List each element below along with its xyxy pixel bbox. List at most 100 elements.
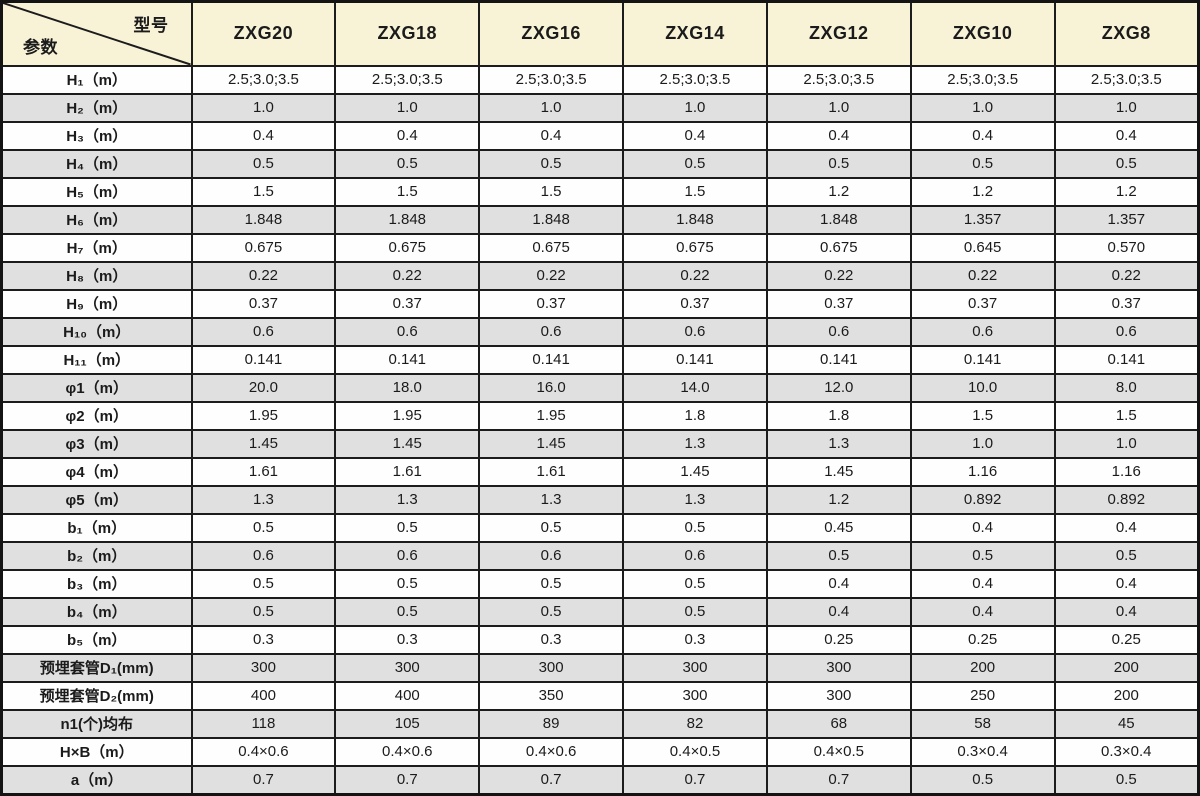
- cell-value: 1.3: [478, 484, 625, 515]
- cell-value: 1.2: [909, 176, 1056, 207]
- table-row: n1(个)均布 118 105 89 82 68 58 45: [0, 708, 1200, 739]
- cell-value: 12.0: [765, 372, 912, 403]
- cell-value: 0.141: [765, 344, 912, 375]
- cell-value: 0.6: [190, 316, 337, 347]
- cell-value: 0.22: [622, 260, 768, 291]
- cell-value: 2.5;3.0;3.5: [478, 64, 625, 95]
- cell-value: 20.0: [190, 372, 337, 403]
- table-row: H₁₀（m） 0.6 0.6 0.6 0.6 0.6 0.6 0.6: [0, 316, 1200, 347]
- cell-value: 1.3: [622, 428, 768, 459]
- cell-value: 0.6: [909, 316, 1056, 347]
- cell-value: 0.37: [909, 288, 1056, 319]
- cell-value: 1.95: [190, 400, 337, 431]
- table-row: φ5（m） 1.3 1.3 1.3 1.3 1.2 0.892 0.892: [0, 484, 1200, 515]
- cell-value: 1.0: [622, 92, 768, 123]
- table-header-row: 型号 参数 ZXG20 ZXG18 ZXG16 ZXG14 ZXG12 ZXG10 ZXG8: [0, 0, 1200, 67]
- cell-value: 0.4: [765, 596, 912, 627]
- cell-value: 0.4: [909, 512, 1056, 543]
- cell-value: 0.22: [1053, 260, 1200, 291]
- table-row: H×B（m） 0.4×0.6 0.4×0.6 0.4×0.6 0.4×0.5 0.4×0.…: [0, 736, 1200, 767]
- cell-value: 200: [1053, 680, 1200, 711]
- cell-value: 300: [622, 680, 768, 711]
- cell-value: 1.5: [1053, 400, 1200, 431]
- corner-label-model: 型号: [133, 16, 169, 35]
- cell-value: 0.675: [478, 232, 625, 263]
- table-row: H₆（m） 1.848 1.848 1.848 1.848 1.848 1.357 1.357: [0, 204, 1200, 235]
- cell-value: 300: [478, 652, 625, 683]
- cell-value: 0.3×0.4: [909, 736, 1056, 767]
- cell-value: 0.6: [334, 540, 481, 571]
- cell-value: 300: [765, 652, 912, 683]
- cell-value: 82: [622, 708, 768, 739]
- table-row: φ2（m） 1.95 1.95 1.95 1.8 1.8 1.5 1.5: [0, 400, 1200, 431]
- cell-value: 0.4: [765, 120, 912, 151]
- cell-value: 0.141: [478, 344, 625, 375]
- cell-value: 1.61: [478, 456, 625, 487]
- cell-value: 0.37: [478, 288, 625, 319]
- cell-value: 1.5: [909, 400, 1056, 431]
- table-row: H₈（m） 0.22 0.22 0.22 0.22 0.22 0.22 0.22: [0, 260, 1200, 291]
- cell-value: 0.675: [334, 232, 481, 263]
- cell-value: 400: [190, 680, 337, 711]
- cell-value: 0.6: [1053, 316, 1200, 347]
- cell-value: 0.3: [190, 624, 337, 655]
- cell-value: 0.4: [1053, 568, 1200, 599]
- cell-value: 1.61: [190, 456, 337, 487]
- cell-value: 1.0: [334, 92, 481, 123]
- cell-value: 0.7: [622, 764, 768, 795]
- cell-value: 0.675: [190, 232, 337, 263]
- cell-value: 300: [190, 652, 337, 683]
- cell-value: 0.5: [190, 568, 337, 599]
- cell-value: 118: [190, 708, 337, 739]
- cell-value: 1.45: [190, 428, 337, 459]
- cell-value: 0.4: [622, 120, 768, 151]
- row-label: H₁₁（m）: [0, 344, 193, 375]
- cell-value: 0.5: [765, 148, 912, 179]
- cell-value: 0.5: [622, 568, 768, 599]
- cell-value: 1.3: [622, 484, 768, 515]
- cell-value: 0.4: [1053, 512, 1200, 543]
- cell-value: 0.4: [1053, 120, 1200, 151]
- cell-value: 1.61: [334, 456, 481, 487]
- cell-value: 0.4: [909, 596, 1056, 627]
- cell-value: 0.5: [478, 596, 625, 627]
- cell-value: 1.5: [334, 176, 481, 207]
- cell-value: 1.5: [622, 176, 768, 207]
- cell-value: 1.5: [190, 176, 337, 207]
- cell-value: 0.37: [334, 288, 481, 319]
- cell-value: 1.848: [334, 204, 481, 235]
- cell-value: 1.8: [765, 400, 912, 431]
- column-header-zxg8: ZXG8: [1053, 0, 1200, 67]
- cell-value: 1.3: [765, 428, 912, 459]
- cell-value: 8.0: [1053, 372, 1200, 403]
- cell-value: 0.37: [765, 288, 912, 319]
- cell-value: 0.141: [909, 344, 1056, 375]
- cell-value: 0.6: [622, 540, 768, 571]
- cell-value: 18.0: [334, 372, 481, 403]
- row-label: φ2（m）: [0, 400, 193, 431]
- row-label: 预埋套管D₁(mm): [0, 652, 193, 683]
- column-header-zxg12: ZXG12: [765, 0, 912, 67]
- cell-value: 0.7: [190, 764, 337, 795]
- cell-value: 0.7: [765, 764, 912, 795]
- cell-value: 0.22: [765, 260, 912, 291]
- cell-value: 0.4×0.5: [765, 736, 912, 767]
- cell-value: 0.7: [334, 764, 481, 795]
- cell-value: 0.141: [622, 344, 768, 375]
- cell-value: 0.25: [1053, 624, 1200, 655]
- cell-value: 1.0: [909, 92, 1056, 123]
- cell-value: 1.848: [190, 204, 337, 235]
- cell-value: 0.4: [334, 120, 481, 151]
- cell-value: 0.37: [1053, 288, 1200, 319]
- table-row: b₂（m） 0.6 0.6 0.6 0.6 0.5 0.5 0.5: [0, 540, 1200, 571]
- cell-value: 1.0: [1053, 428, 1200, 459]
- table-row: b₁（m） 0.5 0.5 0.5 0.5 0.45 0.4 0.4: [0, 512, 1200, 543]
- row-label: H₁₀（m）: [0, 316, 193, 347]
- cell-value: 0.3: [334, 624, 481, 655]
- table-row: 预埋套管D₁(mm) 300 300 300 300 300 200 200: [0, 652, 1200, 683]
- cell-value: 0.6: [478, 540, 625, 571]
- cell-value: 58: [909, 708, 1056, 739]
- cell-value: 0.5: [765, 540, 912, 571]
- cell-value: 0.4×0.6: [478, 736, 625, 767]
- cell-value: 350: [478, 680, 625, 711]
